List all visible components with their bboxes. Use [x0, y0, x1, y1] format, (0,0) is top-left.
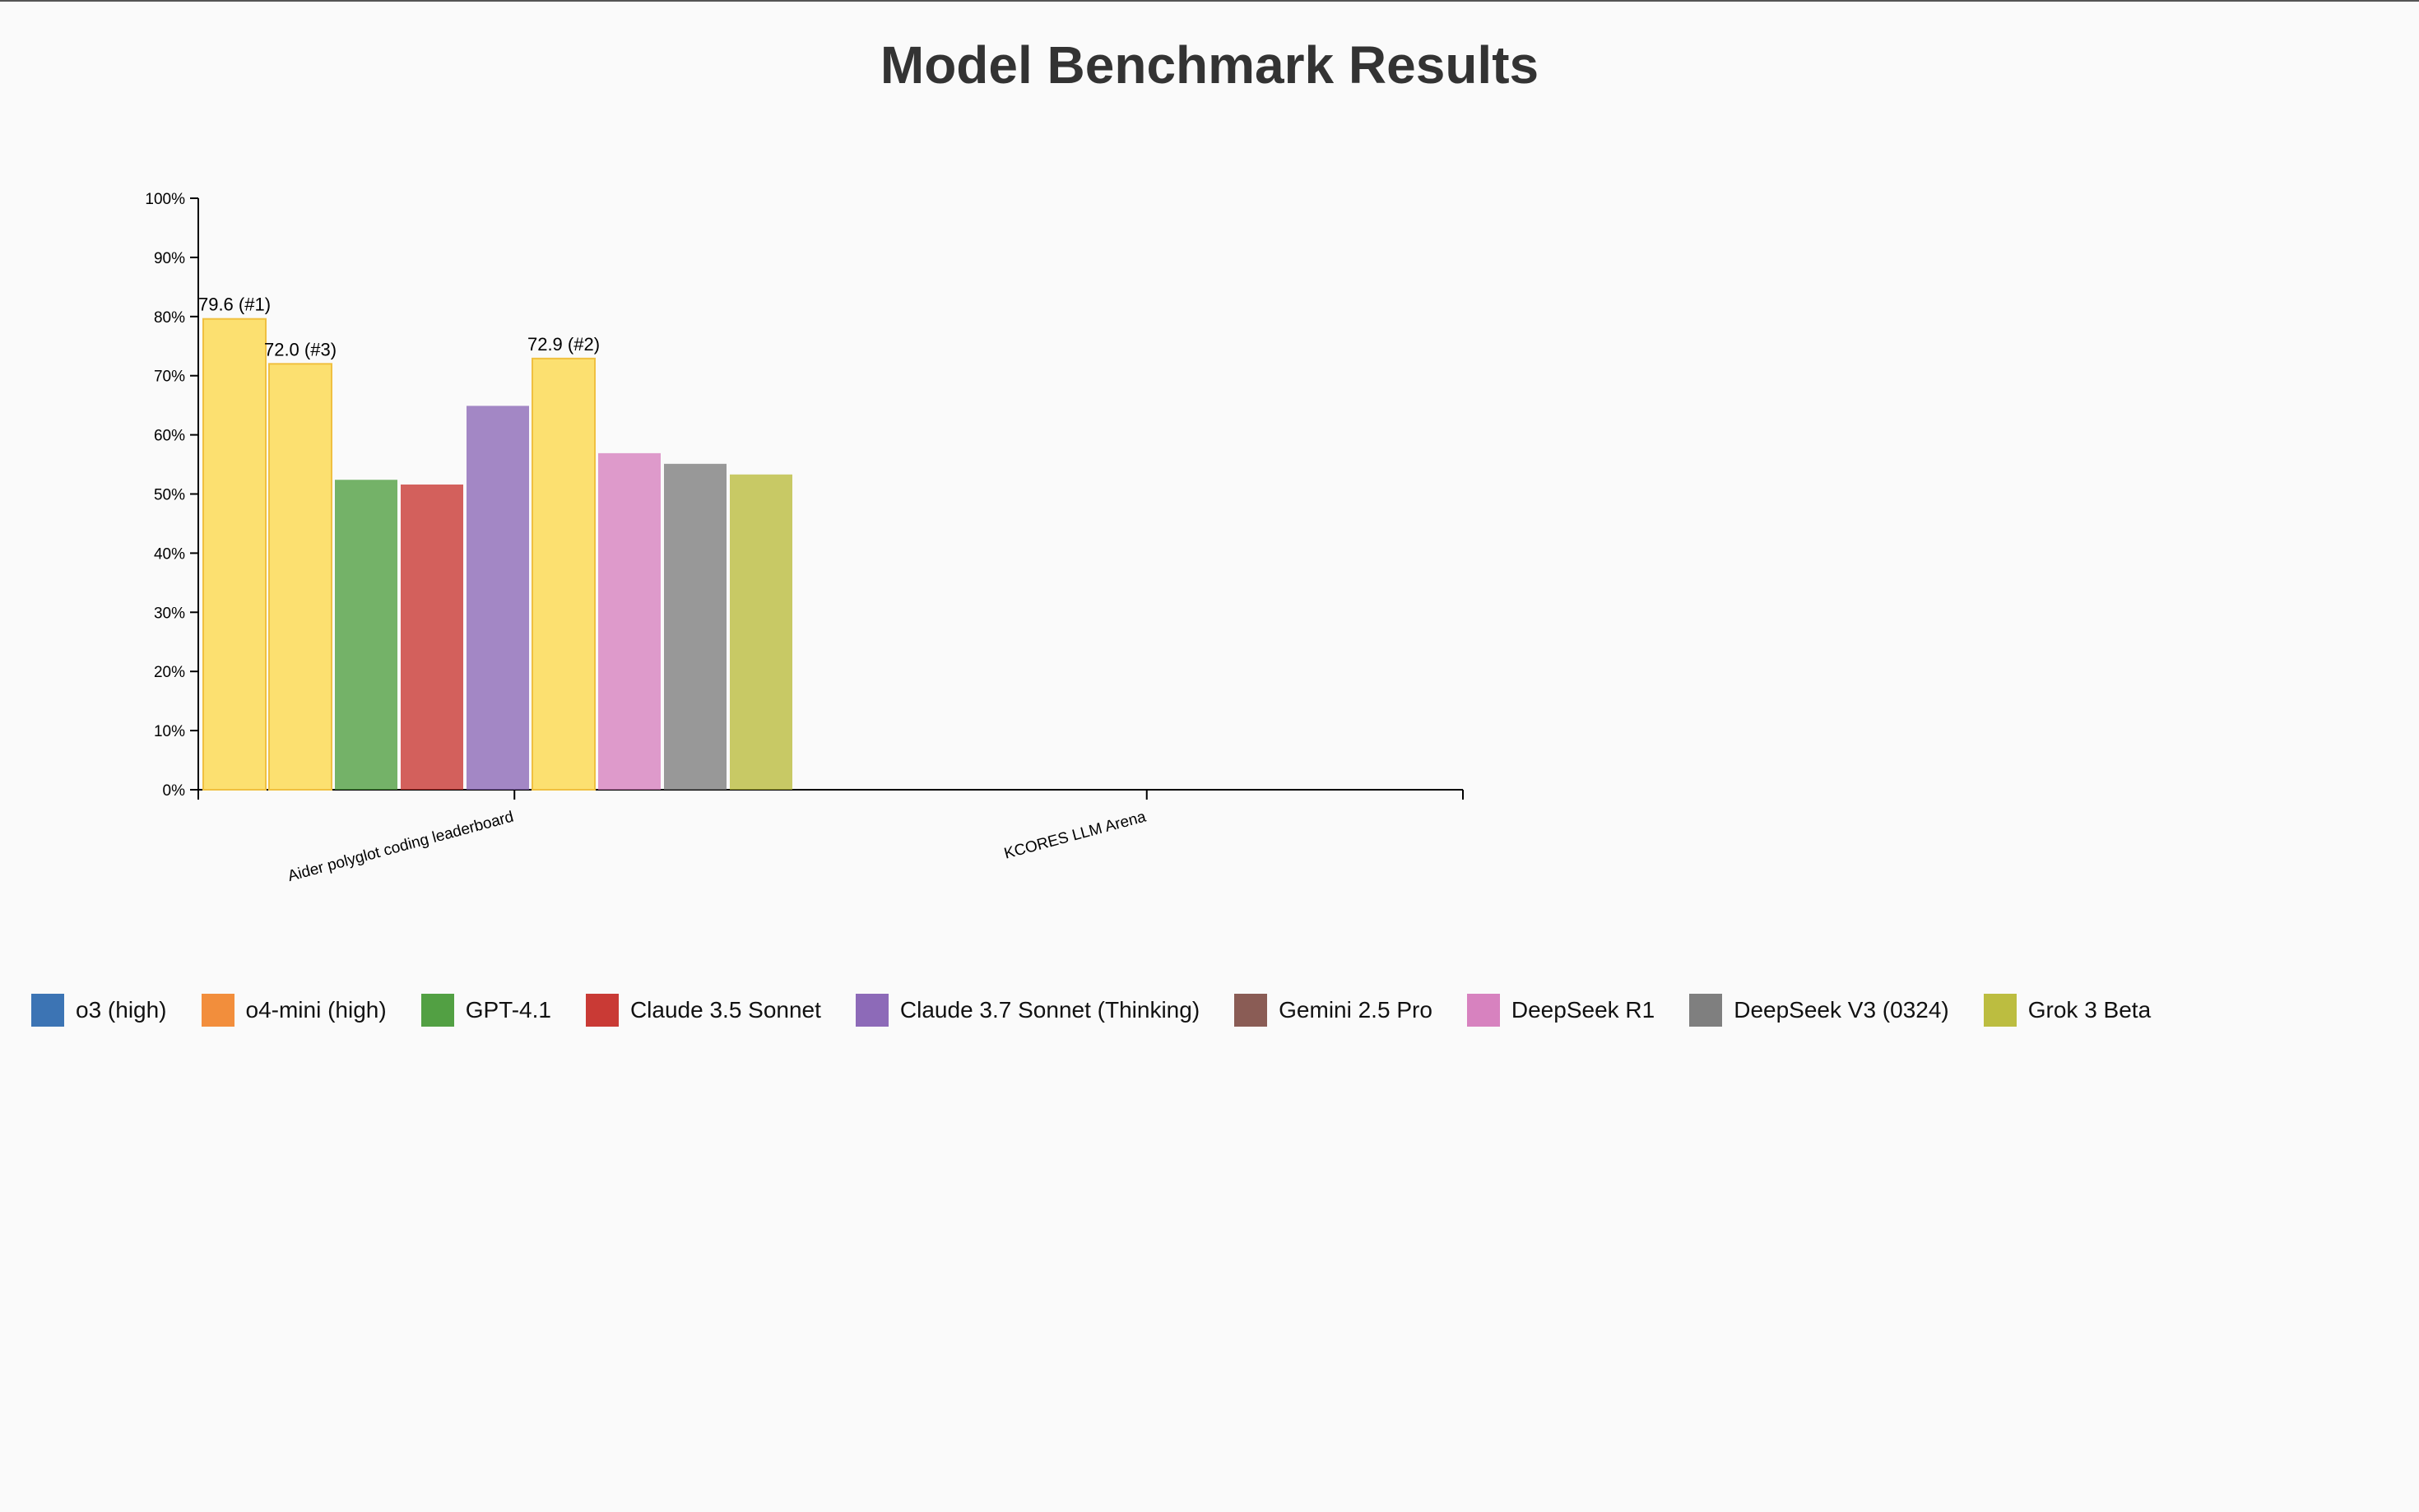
bar-chart: 0% 10% 20% 30% 40% 50% 60% 70% 80% 90% 100% Aider …: [145, 191, 1464, 886]
legend-label: Gemini 2.5 Pro: [1279, 997, 1432, 1023]
legend-item[interactable]: Grok 3 Beta: [1983, 994, 2152, 1027]
legend-swatch: [1466, 994, 1500, 1027]
x-tick-label: Aider polyglot coding leaderboard: [286, 809, 516, 886]
y-tick-label: 100%: [145, 191, 185, 208]
legend-item[interactable]: Claude 3.5 Sonnet: [585, 994, 821, 1027]
legend-label: Claude 3.7 Sonnet (Thinking): [899, 997, 1200, 1023]
bar[interactable]: [335, 480, 397, 790]
legend-swatch: [1983, 994, 2017, 1027]
legend-swatch: [1234, 994, 1268, 1027]
bar[interactable]: [268, 363, 332, 791]
legend-swatch: [201, 994, 234, 1027]
y-tick-label: 50%: [154, 487, 185, 504]
legend: o3 (high) o4-mini (high) GPT-4.1 Claude 3.5…: [31, 992, 2185, 1028]
legend-item[interactable]: o4-mini (high): [201, 994, 387, 1027]
y-tick-label: 30%: [154, 605, 185, 622]
legend-item[interactable]: DeepSeek R1: [1466, 994, 1655, 1027]
y-tick-label: 80%: [154, 309, 185, 327]
legend-swatch: [31, 994, 64, 1027]
legend-swatch: [855, 994, 889, 1027]
legend-label: Grok 3 Beta: [2027, 997, 2152, 1023]
y-tick-label: 60%: [154, 428, 185, 445]
y-tick-label: 90%: [154, 250, 185, 267]
bar-value-label: 72.9 (#2): [527, 334, 600, 355]
legend-label: o3 (high): [76, 997, 167, 1023]
bar[interactable]: [401, 484, 463, 790]
bar[interactable]: [598, 452, 661, 790]
bar-labels: 79.6 (#1) 72.0 (#3) 72.9 (#2): [198, 295, 600, 360]
legend-label: Claude 3.5 Sonnet: [629, 997, 821, 1023]
legend-item[interactable]: DeepSeek V3 (0324): [1689, 994, 1949, 1027]
bar-value-label: 72.0 (#3): [264, 339, 337, 359]
bar[interactable]: [467, 406, 529, 790]
bar[interactable]: [532, 357, 596, 791]
legend-label: o4-mini (high): [245, 997, 387, 1023]
x-tick-label: KCORES LLM Arena: [1002, 808, 1148, 862]
legend-item[interactable]: Gemini 2.5 Pro: [1234, 994, 1432, 1027]
legend-label: GPT-4.1: [465, 997, 551, 1023]
bar[interactable]: [730, 474, 792, 790]
chart-title: Model Benchmark Results: [880, 35, 1539, 95]
legend-swatch: [1689, 994, 1723, 1027]
y-tick-label: 70%: [154, 369, 185, 386]
legend-label: DeepSeek R1: [1511, 997, 1655, 1023]
legend-item[interactable]: o3 (high): [31, 994, 167, 1027]
bar[interactable]: [664, 463, 727, 790]
bar-value-label: 79.6 (#1): [198, 295, 271, 315]
y-tick-label: 40%: [154, 545, 185, 563]
legend-swatch: [420, 994, 454, 1027]
y-tick-label: 20%: [154, 664, 185, 681]
legend-item[interactable]: GPT-4.1: [420, 994, 551, 1027]
y-tick-label: 0%: [163, 782, 186, 800]
legend-label: DeepSeek V3 (0324): [1734, 997, 1949, 1023]
legend-swatch: [585, 994, 619, 1027]
x-axis: Aider polyglot coding leaderboard KCORES …: [197, 789, 1464, 886]
bars: [202, 318, 792, 791]
legend-item[interactable]: Claude 3.7 Sonnet (Thinking): [855, 994, 1200, 1027]
y-tick-label: 10%: [154, 723, 185, 740]
bar[interactable]: [202, 318, 267, 791]
y-axis: 0% 10% 20% 30% 40% 50% 60% 70% 80% 90% 100%: [145, 191, 199, 800]
